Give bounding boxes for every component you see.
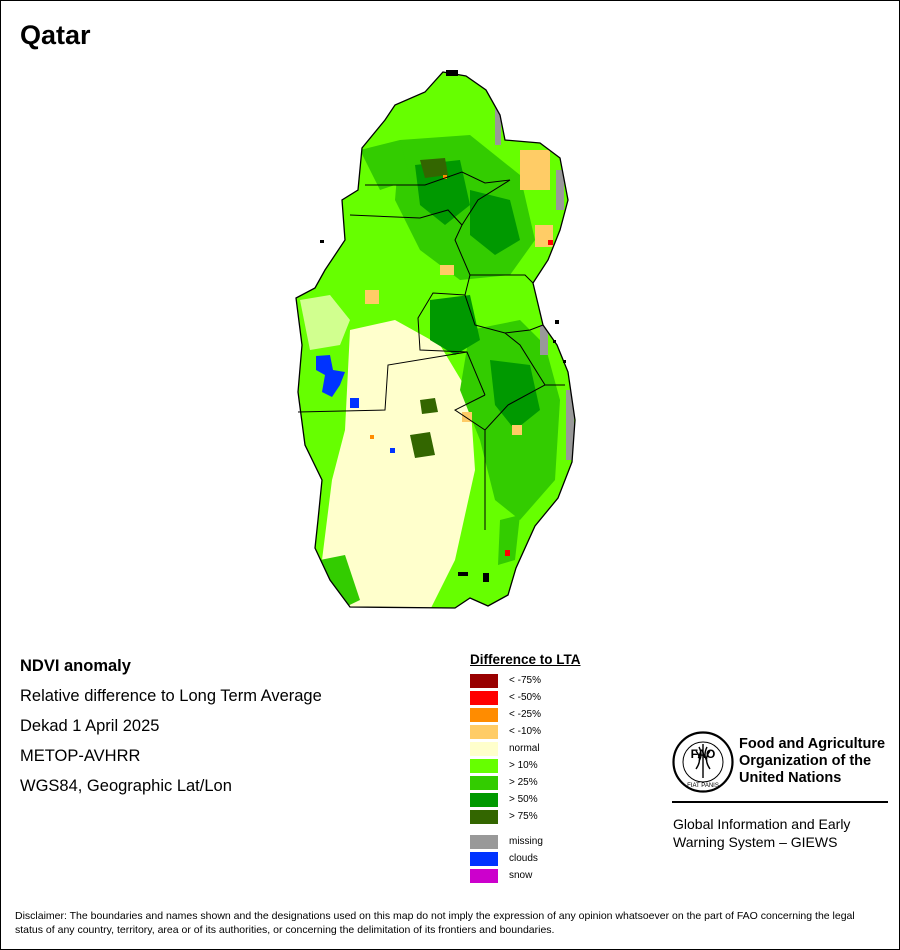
product-description: Relative difference to Long Term Average bbox=[20, 687, 322, 705]
legend-item: > 10% bbox=[470, 758, 581, 775]
legend-item: > 75% bbox=[470, 809, 581, 826]
fao-logo-text: FAO bbox=[691, 747, 716, 761]
legend-item: missing bbox=[470, 834, 581, 851]
fao-logo-motto: FIAT PANIS bbox=[687, 783, 719, 789]
divider bbox=[672, 801, 888, 803]
legend-swatch bbox=[470, 835, 498, 849]
legend-swatch bbox=[470, 776, 498, 790]
legend-swatch bbox=[470, 742, 498, 756]
legend-label: < -25% bbox=[509, 709, 541, 720]
country-border bbox=[295, 71, 576, 609]
legend-label: < -10% bbox=[509, 726, 541, 737]
legend-label: missing bbox=[509, 836, 543, 847]
legend-item: normal bbox=[470, 741, 581, 758]
legend-item: > 25% bbox=[470, 775, 581, 792]
legend-label: < -75% bbox=[509, 675, 541, 686]
legend-swatch bbox=[470, 810, 498, 824]
organization-name: Food and Agriculture Organization of the… bbox=[739, 736, 886, 786]
legend-label: > 25% bbox=[509, 777, 538, 788]
country-title: Qatar bbox=[20, 20, 91, 50]
product-info: NDVI anomaly Relative difference to Long… bbox=[20, 656, 322, 806]
disclaimer: Disclaimer: The boundaries and names sho… bbox=[15, 910, 855, 936]
product-name: NDVI anomaly bbox=[20, 657, 131, 675]
legend-label: < -50% bbox=[509, 692, 541, 703]
legend-item: clouds bbox=[470, 851, 581, 868]
legend-swatch bbox=[470, 852, 498, 866]
ndvi-anomaly-map bbox=[295, 70, 576, 609]
legend-label: snow bbox=[509, 870, 533, 881]
legend-label: > 50% bbox=[509, 794, 538, 805]
legend-item: snow bbox=[470, 868, 581, 885]
legend-swatch bbox=[470, 691, 498, 705]
legend-title: Difference to LTA bbox=[470, 652, 581, 667]
legend-swatch bbox=[470, 708, 498, 722]
admin-boundaries bbox=[297, 171, 565, 530]
legend-item: < -75% bbox=[470, 673, 581, 690]
legend-item: < -50% bbox=[470, 690, 581, 707]
legend-item: < -10% bbox=[470, 724, 581, 741]
legend-item: > 50% bbox=[470, 792, 581, 809]
legend-swatch bbox=[470, 759, 498, 773]
product-sensor: METOP-AVHRR bbox=[20, 747, 141, 765]
legend-label: normal bbox=[509, 743, 540, 754]
fao-logo-icon: FAO FIAT PANIS bbox=[672, 731, 734, 793]
product-projection: WGS84, Geographic Lat/Lon bbox=[20, 777, 232, 795]
coastline-islets bbox=[320, 70, 566, 582]
legend-item: < -25% bbox=[470, 707, 581, 724]
legend-label: > 10% bbox=[509, 760, 538, 771]
legend: Difference to LTA < -75% < -50% < -25% <… bbox=[470, 652, 581, 885]
legend-swatch bbox=[470, 725, 498, 739]
legend-swatch bbox=[470, 793, 498, 807]
legend-label: > 75% bbox=[509, 811, 538, 822]
legend-classes: < -75% < -50% < -25% < -10% normal > 10%… bbox=[470, 673, 581, 826]
ndvi-raster bbox=[296, 72, 575, 608]
giews-name: Global Information and Early Warning Sys… bbox=[673, 816, 851, 850]
legend-swatch bbox=[470, 674, 498, 688]
legend-label: clouds bbox=[509, 853, 538, 864]
legend-swatch bbox=[470, 869, 498, 883]
product-period: Dekad 1 April 2025 bbox=[20, 717, 160, 735]
